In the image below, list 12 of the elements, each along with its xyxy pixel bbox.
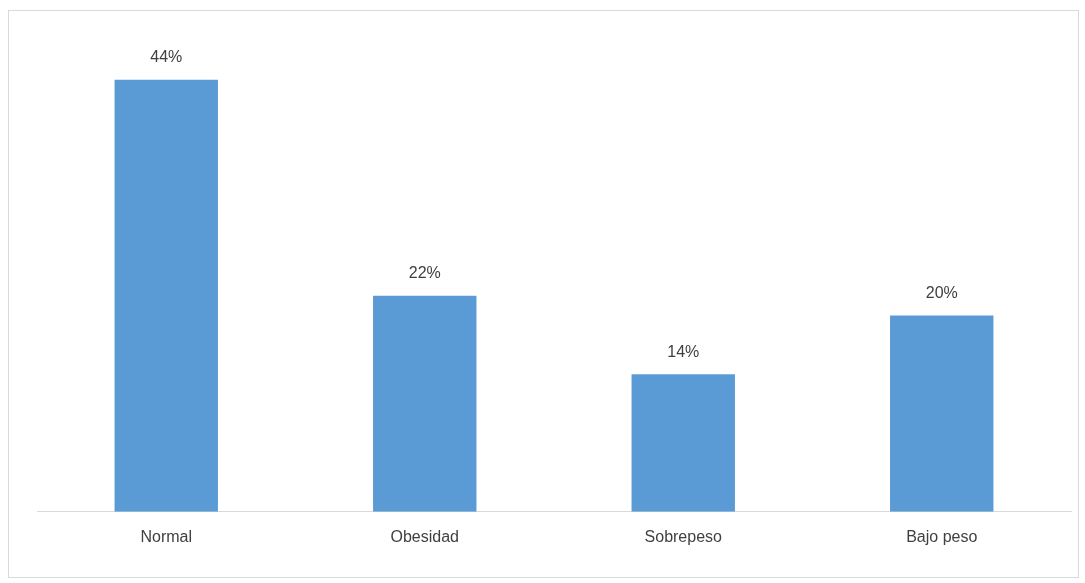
x-tick-label: Obesidad <box>390 527 459 545</box>
data-label: 14% <box>667 342 700 360</box>
bar <box>890 315 994 512</box>
data-label: 20% <box>925 283 958 301</box>
bar <box>631 374 735 512</box>
x-tick-label: Bajo peso <box>906 527 978 545</box>
x-tick-label: Normal <box>140 527 193 545</box>
data-label: 44% <box>150 48 183 66</box>
bar <box>373 295 477 512</box>
bar <box>114 79 218 512</box>
x-tick-label: Sobrepeso <box>644 527 723 545</box>
data-label: 22% <box>408 264 441 282</box>
